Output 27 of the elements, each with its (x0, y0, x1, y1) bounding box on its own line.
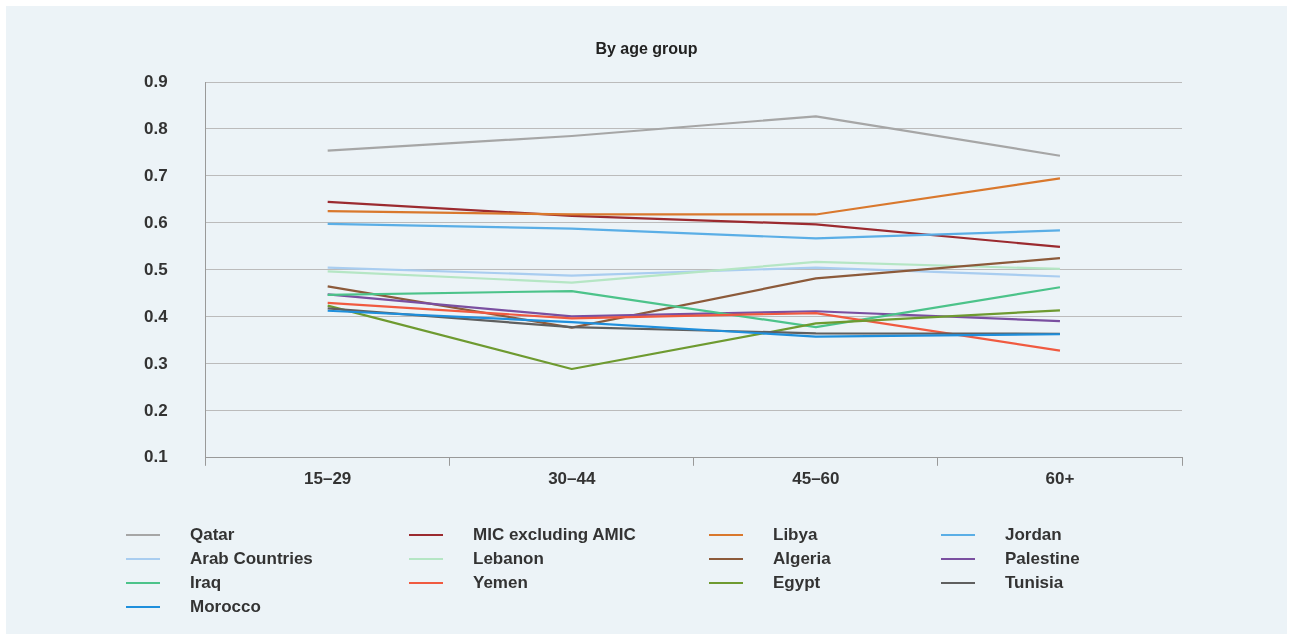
y-tick-label: 0.2 (143, 400, 168, 420)
chart-title: By age group (594, 40, 699, 58)
legend-label: Algeria (773, 548, 831, 569)
x-tick-label: 15–29 (304, 468, 352, 488)
x-tick-label: 60+ (1045, 468, 1075, 488)
legend-label: Yemen (473, 572, 528, 593)
y-tick-label: 0.6 (143, 212, 168, 232)
y-tick-label: 0.7 (143, 165, 168, 185)
legend-label: Egypt (773, 572, 821, 593)
legend-label: MIC excluding AMIC (473, 524, 636, 545)
legend-label: Jordan (1005, 524, 1062, 545)
y-tick-label: 0.5 (143, 259, 168, 279)
y-tick-label: 0.9 (143, 71, 168, 91)
legend-label: Qatar (190, 524, 235, 545)
legend-label: Iraq (190, 572, 222, 593)
y-tick-label: 0.8 (143, 118, 168, 138)
y-tick-label: 0.4 (143, 306, 169, 326)
legend-label: Tunisia (1005, 572, 1064, 593)
x-tick-label: 30–44 (548, 468, 596, 488)
y-tick-label: 0.3 (143, 353, 168, 373)
legend-label: Libya (773, 524, 818, 545)
legend-label: Palestine (1005, 548, 1080, 569)
legend-label: Morocco (190, 596, 261, 617)
x-tick-label: 45–60 (792, 468, 840, 488)
legend-label: Arab Countries (190, 548, 313, 569)
y-tick-label: 0.1 (143, 447, 168, 467)
legend-label: Lebanon (473, 548, 544, 569)
